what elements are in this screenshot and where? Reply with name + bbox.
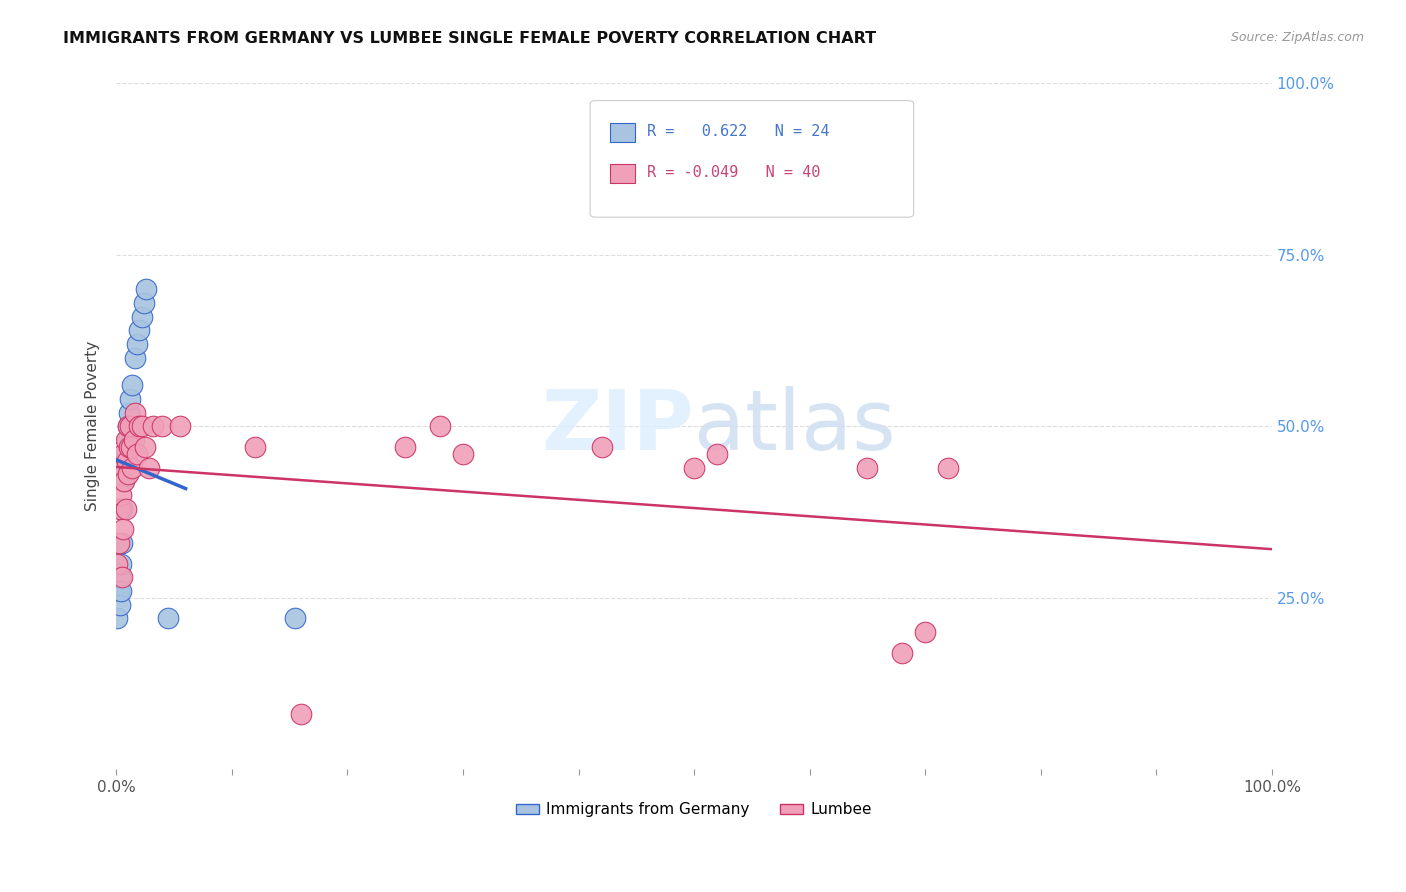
Point <box>108 598 131 612</box>
Text: atlas: atlas <box>695 386 896 467</box>
Point <box>132 296 155 310</box>
Point <box>115 433 138 447</box>
Point <box>124 406 146 420</box>
Point <box>134 440 156 454</box>
Point <box>157 611 180 625</box>
Point <box>125 337 148 351</box>
Point <box>107 557 129 571</box>
Point <box>111 570 134 584</box>
Y-axis label: Single Female Poverty: Single Female Poverty <box>86 342 100 511</box>
Point <box>114 447 136 461</box>
Point <box>112 475 135 489</box>
Point <box>120 419 142 434</box>
Point <box>110 557 132 571</box>
Text: R =   0.622   N = 24: R = 0.622 N = 24 <box>647 124 830 139</box>
Point <box>115 453 138 467</box>
Point <box>122 433 145 447</box>
Point <box>117 419 139 434</box>
Point <box>243 440 266 454</box>
Point <box>110 584 132 599</box>
Point <box>112 447 135 461</box>
Point <box>142 419 165 434</box>
Point <box>914 625 936 640</box>
Point <box>936 460 959 475</box>
Point <box>112 475 135 489</box>
Point <box>112 522 135 536</box>
Point <box>124 351 146 365</box>
Point <box>451 447 474 461</box>
Point <box>591 440 613 454</box>
Point <box>135 282 157 296</box>
Point <box>107 584 129 599</box>
Point <box>131 419 153 434</box>
Point <box>118 406 141 420</box>
Point <box>107 611 129 625</box>
Point <box>284 611 307 625</box>
Point <box>114 433 136 447</box>
Point <box>152 419 174 434</box>
Point <box>706 447 728 461</box>
Point <box>117 467 139 482</box>
Legend: Immigrants from Germany, Lumbee: Immigrants from Germany, Lumbee <box>510 797 879 823</box>
Point <box>108 501 131 516</box>
Point <box>128 419 150 434</box>
Point <box>131 310 153 324</box>
Point <box>118 440 141 454</box>
Point <box>394 440 416 454</box>
Point <box>120 392 142 406</box>
FancyBboxPatch shape <box>591 101 914 217</box>
Point <box>125 447 148 461</box>
Point <box>290 707 312 722</box>
Text: R = -0.049   N = 40: R = -0.049 N = 40 <box>647 165 820 180</box>
Point <box>117 419 139 434</box>
Point <box>111 501 134 516</box>
Point <box>114 501 136 516</box>
Point <box>169 419 191 434</box>
Point <box>112 460 135 475</box>
Point <box>111 460 134 475</box>
Point <box>891 646 914 660</box>
Point <box>121 378 143 392</box>
Text: ZIP: ZIP <box>541 386 695 467</box>
Point <box>683 460 706 475</box>
Point <box>121 460 143 475</box>
Text: Source: ZipAtlas.com: Source: ZipAtlas.com <box>1230 31 1364 45</box>
Point <box>111 536 134 550</box>
Bar <box>610 122 636 142</box>
Bar <box>610 164 636 183</box>
Point <box>110 488 132 502</box>
Point <box>128 323 150 337</box>
Point <box>107 536 129 550</box>
Point <box>856 460 879 475</box>
Point <box>429 419 451 434</box>
Point <box>138 460 160 475</box>
Text: IMMIGRANTS FROM GERMANY VS LUMBEE SINGLE FEMALE POVERTY CORRELATION CHART: IMMIGRANTS FROM GERMANY VS LUMBEE SINGLE… <box>63 31 876 46</box>
Point <box>120 440 142 454</box>
Point <box>108 570 131 584</box>
